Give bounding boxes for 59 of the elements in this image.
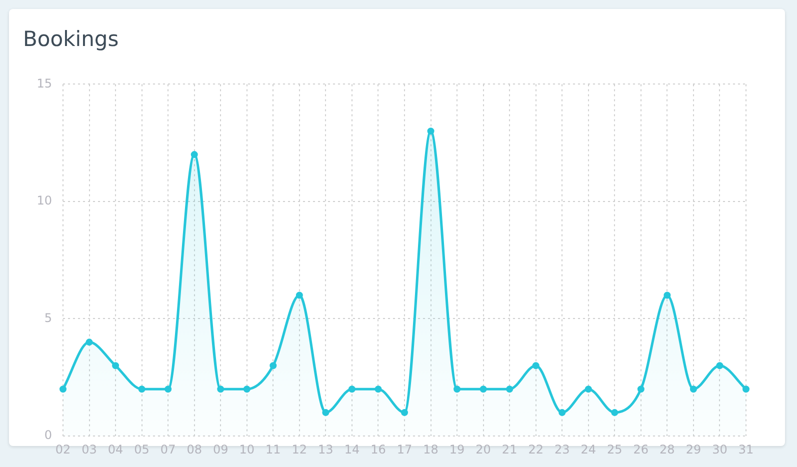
- x-tick-label: 09: [212, 442, 228, 456]
- point: [60, 386, 66, 393]
- point: [374, 386, 382, 393]
- x-tick-label: 16: [370, 442, 386, 456]
- x-tick-label: 02: [55, 442, 71, 456]
- y-tick-label: 0: [44, 428, 52, 442]
- x-tick-label: 10: [239, 442, 255, 456]
- point: [611, 409, 618, 416]
- x-tick-label: 04: [108, 442, 124, 456]
- chart-title: Bookings: [23, 27, 119, 52]
- x-tick-label: 08: [186, 442, 202, 456]
- y-tick-label: 5: [44, 310, 52, 325]
- x-tick-label: 22: [528, 442, 544, 456]
- point: [664, 292, 671, 299]
- point: [532, 362, 540, 370]
- point: [558, 409, 566, 416]
- point: [190, 151, 198, 158]
- x-tick-label: 28: [660, 442, 675, 456]
- point: [716, 362, 724, 370]
- x-tick-label: 24: [580, 442, 596, 456]
- point: [742, 386, 750, 393]
- point: [270, 362, 277, 370]
- x-tick-label: 03: [82, 442, 97, 456]
- point: [401, 409, 408, 416]
- point: [427, 128, 434, 135]
- point: [296, 292, 303, 299]
- x-tick-label: 05: [134, 442, 150, 456]
- y-tick-label: 15: [36, 76, 52, 90]
- point: [348, 386, 356, 393]
- x-tick-label: 13: [318, 442, 334, 456]
- y-tick-label: 10: [36, 194, 52, 208]
- point: [454, 386, 461, 393]
- x-tick-label: 26: [633, 442, 649, 456]
- point: [637, 386, 644, 393]
- x-tick-label: 14: [344, 442, 360, 456]
- point: [138, 386, 146, 393]
- x-tick-label: 18: [423, 442, 438, 456]
- x-tick-label: 20: [476, 442, 491, 456]
- point: [322, 409, 330, 416]
- point: [480, 386, 487, 393]
- x-tick-label: 31: [738, 442, 754, 456]
- point: [164, 386, 172, 393]
- x-tick-label: 21: [502, 442, 518, 456]
- x-tick-label: 29: [686, 442, 702, 456]
- point: [690, 386, 697, 393]
- x-tick-label: 07: [160, 442, 176, 456]
- x-tick-label: 11: [266, 442, 281, 456]
- point: [112, 362, 120, 370]
- x-tick-label: 25: [607, 442, 622, 456]
- point: [86, 338, 93, 346]
- x-tick-label: 19: [449, 442, 465, 456]
- point: [243, 386, 250, 393]
- x-tick-label: 30: [712, 442, 728, 456]
- point: [584, 386, 592, 393]
- point: [506, 386, 514, 393]
- point: [217, 386, 224, 393]
- x-tick-label: 17: [396, 442, 412, 456]
- x-tick-label: 12: [292, 442, 308, 456]
- x-tick-label: 23: [554, 442, 570, 456]
